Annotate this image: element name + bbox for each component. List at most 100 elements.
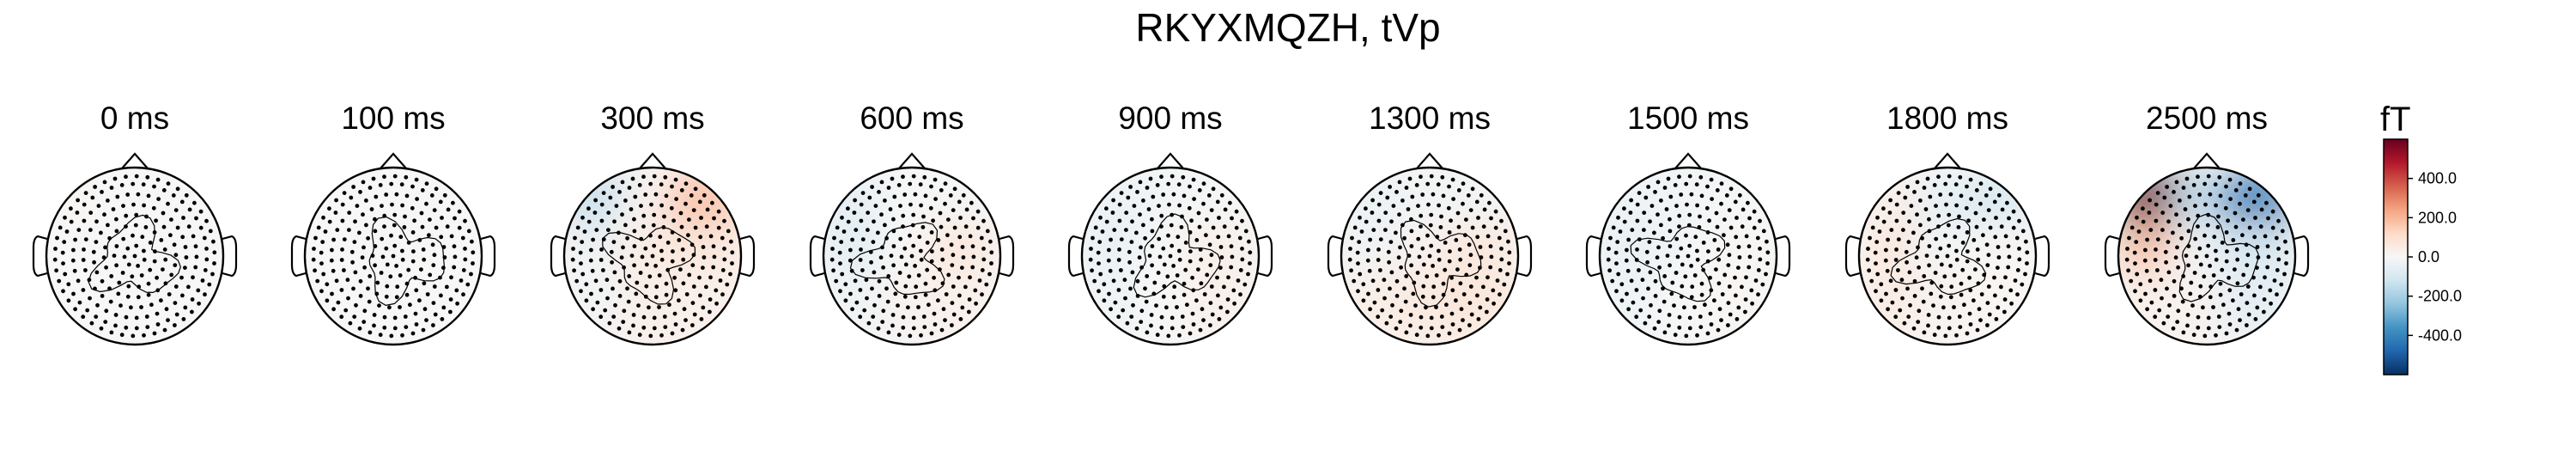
sensor-dot bbox=[1425, 233, 1430, 238]
sensor-dot bbox=[1155, 333, 1160, 338]
sensor-dot bbox=[1143, 235, 1147, 241]
sensor-dot bbox=[943, 181, 948, 186]
sensor-dot bbox=[1975, 327, 1980, 333]
sensor-dot bbox=[390, 202, 394, 207]
sensor-dot bbox=[625, 235, 629, 241]
sensor-dot bbox=[1415, 271, 1420, 275]
sensor-dot bbox=[369, 207, 374, 211]
sensor-dot bbox=[384, 192, 389, 197]
sensor-dot bbox=[1215, 275, 1219, 280]
sensor-dot bbox=[2233, 211, 2238, 216]
sensor-dot bbox=[1366, 291, 1370, 296]
sensor-dot bbox=[168, 233, 173, 238]
sensor-dot bbox=[1485, 309, 1489, 314]
sensor-dot bbox=[1135, 294, 1140, 298]
sensor-dot bbox=[669, 205, 674, 211]
sensor-dot bbox=[888, 207, 893, 211]
sensor-dot bbox=[1625, 268, 1631, 273]
sensor-dot bbox=[1982, 272, 1987, 278]
sensor-dot bbox=[2283, 239, 2287, 244]
sensor-dot bbox=[53, 247, 58, 251]
head-nose bbox=[898, 152, 926, 169]
sensor-dot bbox=[938, 267, 942, 272]
sensor-dot bbox=[2223, 205, 2228, 211]
sensor-dot bbox=[1350, 235, 1354, 241]
sensor-dot bbox=[1719, 181, 1724, 186]
sensor-dot bbox=[465, 282, 471, 287]
sensor-dot bbox=[1722, 217, 1727, 222]
sensor-dot bbox=[2259, 207, 2264, 212]
sensor-dot bbox=[860, 237, 866, 241]
sensor-dot bbox=[2217, 174, 2222, 180]
sensor-dot bbox=[1764, 272, 1768, 277]
sensor-dot bbox=[2196, 325, 2201, 330]
sensor-dot bbox=[582, 229, 587, 234]
sensor-dot bbox=[2020, 229, 2026, 234]
sensor-dot bbox=[1626, 307, 1631, 312]
sensor-dot bbox=[981, 257, 987, 262]
sensor-dot bbox=[186, 284, 191, 290]
sensor-dots bbox=[311, 174, 476, 339]
sensor-dot bbox=[2256, 192, 2261, 198]
sensor-dot bbox=[374, 194, 379, 199]
sensor-dot bbox=[1441, 281, 1446, 286]
sensor-dot bbox=[2213, 182, 2218, 187]
sensor-dot bbox=[960, 305, 965, 310]
sensor-dot bbox=[866, 211, 871, 216]
sensor-dot bbox=[2265, 265, 2270, 270]
sensor-dot bbox=[1753, 278, 1759, 283]
sensor-dot bbox=[632, 217, 636, 222]
sensor-dot bbox=[2166, 270, 2172, 275]
sensor-dot bbox=[1180, 214, 1184, 219]
sensor-dots bbox=[1347, 174, 1512, 339]
sensor-dot bbox=[979, 235, 984, 241]
sensor-dot bbox=[1459, 307, 1464, 312]
sensor-dot bbox=[1741, 207, 1746, 212]
sensor-dot bbox=[1695, 333, 1699, 338]
sensor-dot bbox=[2163, 249, 2168, 254]
sensor-dot bbox=[1171, 295, 1176, 300]
sensor-dot bbox=[1971, 298, 1976, 303]
sensor-dot bbox=[319, 250, 324, 255]
sensor-dot bbox=[1385, 195, 1390, 200]
sensor-dot bbox=[1912, 294, 1917, 298]
sensor-dot bbox=[100, 190, 104, 194]
sensor-dot bbox=[2206, 212, 2211, 217]
sensor-dot bbox=[692, 312, 697, 317]
sensor-dot bbox=[141, 182, 146, 187]
sensor-dot bbox=[2144, 268, 2149, 273]
sensor-dot bbox=[1874, 289, 1878, 294]
sensor-dot bbox=[136, 192, 141, 197]
sensor-dot bbox=[708, 275, 713, 280]
sensor-dot bbox=[1747, 216, 1752, 221]
sensor-dot bbox=[1138, 212, 1142, 217]
panel-time-label: 300 ms bbox=[600, 101, 704, 136]
sensor-dot bbox=[1139, 265, 1144, 270]
sensor-dot bbox=[93, 185, 97, 189]
sensor-dot bbox=[681, 257, 686, 262]
sensor-dot bbox=[190, 297, 195, 302]
sensor-dot bbox=[710, 200, 714, 205]
sensor-dot bbox=[1978, 201, 1983, 206]
sensor-dot bbox=[1185, 302, 1189, 308]
sensor-dot bbox=[1898, 308, 1903, 313]
sensor-dot bbox=[398, 235, 404, 240]
sensor-dot bbox=[960, 245, 965, 249]
sensor-dot bbox=[931, 218, 935, 223]
sensor-dot bbox=[358, 190, 362, 194]
sensor-dot bbox=[2179, 286, 2184, 291]
sensor-dot bbox=[985, 229, 990, 234]
sensor-dot bbox=[1093, 225, 1098, 230]
sensor-dot bbox=[862, 308, 867, 313]
sensor-dot bbox=[570, 257, 575, 262]
sensor-dot bbox=[377, 303, 381, 308]
sensor-dot bbox=[1207, 242, 1212, 247]
sensor-dot bbox=[1194, 298, 1199, 303]
sensor-dot bbox=[353, 270, 358, 275]
sensor-dot bbox=[1144, 299, 1149, 304]
sensor-dot bbox=[2262, 309, 2266, 314]
sensor-dot bbox=[652, 174, 657, 179]
sensor-dot bbox=[367, 299, 372, 304]
sensor-dot bbox=[339, 288, 344, 292]
sensor-dot bbox=[951, 284, 956, 289]
